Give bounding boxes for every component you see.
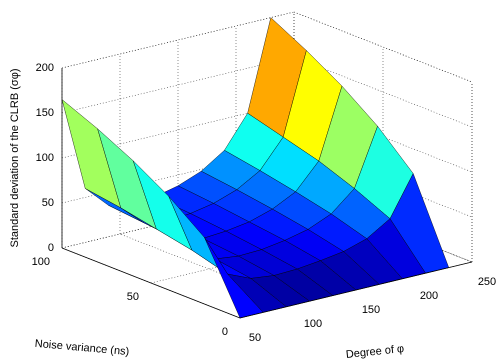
x-axis-label: Degree of φ — [345, 343, 404, 361]
y-tick-label: 100 — [32, 256, 50, 268]
y-tick-label: 50 — [127, 291, 139, 303]
z-tick-label: 100 — [36, 152, 54, 164]
grid-line — [293, 11, 473, 83]
z-axis-label: Standard deviation of the CLRB (σφ) — [9, 68, 21, 247]
x-tick-label: 50 — [249, 332, 261, 344]
grid-line — [293, 56, 473, 128]
y-axis-label: Noise variance (ns) — [34, 338, 129, 358]
grid-line — [61, 56, 295, 114]
x-tick-label: 200 — [420, 290, 438, 302]
grid-line — [119, 233, 299, 305]
y-tick-label: 0 — [222, 326, 228, 338]
x-tick-label: 250 — [478, 276, 496, 288]
grid-line — [293, 146, 473, 218]
z-tick-label: 150 — [36, 107, 54, 119]
x-tick-label: 150 — [362, 304, 380, 316]
axis-line — [61, 247, 241, 319]
z-tick-label: 200 — [36, 62, 54, 74]
z-tick-label: 0 — [48, 242, 54, 254]
axis-line — [239, 261, 473, 319]
x-tick-label: 100 — [304, 318, 322, 330]
grid-line — [61, 11, 295, 69]
grid-line — [293, 101, 473, 173]
z-tick-label: 50 — [42, 197, 54, 209]
